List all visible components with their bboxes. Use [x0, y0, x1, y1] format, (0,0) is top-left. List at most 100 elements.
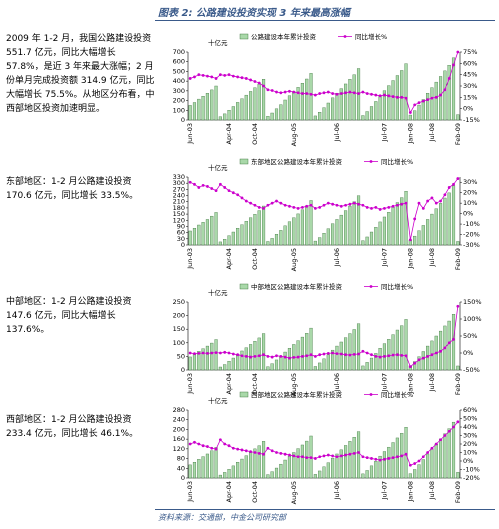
- x-tick-label: Jan-08: [406, 481, 414, 503]
- growth-point: [223, 186, 227, 189]
- bar: [430, 87, 434, 121]
- growth-point: [309, 203, 313, 207]
- bar: [456, 241, 460, 246]
- y2-tick-label: 10%: [463, 199, 477, 207]
- growth-point: [395, 95, 399, 99]
- bar: [339, 341, 343, 371]
- growth-point: [279, 355, 283, 358]
- growth-point: [447, 429, 451, 433]
- legend-label: 中部地区公路建设本年累计投资: [251, 282, 343, 291]
- chart: 十亿元 0 50 100 150 200 250 -50% 0% 50% 100% 150% Jun-0…: [173, 282, 482, 396]
- bar: [369, 231, 374, 246]
- growth-point: [249, 450, 253, 454]
- growth-point: [439, 199, 442, 203]
- growth-point: [413, 361, 417, 365]
- y-tick-label: 280: [173, 406, 185, 414]
- growth-point: [387, 457, 391, 460]
- bar: [253, 214, 257, 246]
- growth-point: [292, 454, 296, 458]
- growth-point: [434, 351, 438, 355]
- growth-point: [383, 355, 386, 358]
- growth-point: [218, 182, 222, 186]
- growth-point: [413, 217, 417, 221]
- bar: [421, 351, 425, 371]
- growth-point: [447, 77, 451, 80]
- bar: [218, 116, 222, 121]
- growth-point: [296, 206, 300, 210]
- bar: [417, 356, 421, 371]
- bar: [261, 205, 266, 246]
- y-tick-label: 0: [181, 474, 185, 482]
- growth-point: [249, 355, 253, 359]
- bar: [331, 457, 335, 479]
- bar: [421, 225, 425, 246]
- growth-point: [434, 95, 438, 99]
- growth-point: [430, 446, 434, 450]
- growth-point: [197, 442, 201, 446]
- growth-point: [326, 90, 330, 94]
- growth-point: [309, 353, 313, 357]
- bar: [274, 234, 279, 246]
- growth-point: [456, 304, 460, 308]
- growth-point: [374, 93, 378, 97]
- growth-point: [391, 95, 395, 98]
- bar: [296, 87, 300, 121]
- growth-point: [430, 196, 434, 200]
- growth-point: [439, 93, 442, 97]
- bar: [426, 219, 430, 246]
- growth-point: [313, 206, 317, 210]
- growth-point: [214, 77, 218, 80]
- growth-point: [279, 451, 283, 455]
- bar: [378, 348, 382, 371]
- bar: [197, 224, 201, 246]
- growth-point: [352, 201, 356, 205]
- growth-point: [275, 354, 278, 358]
- growth-point: [288, 204, 291, 208]
- y2-tick-label: 20%: [463, 189, 477, 197]
- bar: [374, 461, 378, 479]
- bar: [439, 203, 443, 246]
- bar: [192, 354, 197, 371]
- growth-point: [253, 80, 257, 83]
- legend-label: 同比增长%: [381, 157, 413, 166]
- growth-point: [417, 459, 421, 463]
- growth-point: [374, 355, 378, 358]
- bar: [352, 437, 356, 479]
- bar: [434, 443, 438, 479]
- title-rule: [155, 20, 495, 21]
- bar: [318, 362, 322, 371]
- growth-point: [257, 205, 261, 209]
- growth-point: [206, 74, 209, 78]
- growth-point: [339, 204, 343, 208]
- bar: [413, 235, 417, 246]
- x-tick-label: Jul-06: [333, 248, 341, 267]
- bar: [240, 98, 244, 121]
- note: 中部地区：1-2 月公路建设投资 147.6 亿元，同比大幅增长 137.6%。: [6, 297, 132, 335]
- growth-point: [218, 73, 222, 77]
- bar: [378, 95, 382, 121]
- bar: [305, 78, 309, 121]
- growth-point: [456, 420, 460, 424]
- growth-point: [275, 199, 278, 203]
- growth-point: [391, 353, 395, 357]
- growth-point: [197, 73, 201, 77]
- bar: [391, 207, 395, 246]
- y-tick-label: 250: [173, 298, 185, 306]
- bar: [374, 227, 378, 246]
- bar: [387, 212, 391, 246]
- bar: [249, 452, 253, 479]
- growth-point: [439, 349, 442, 353]
- y2-tick-label: -10%: [463, 220, 480, 228]
- growth-point: [283, 452, 287, 456]
- x-tick-label: Jul-06: [333, 123, 341, 142]
- growth-point: [452, 338, 455, 341]
- bar: [344, 445, 348, 479]
- x-tick-label: Jul-08: [428, 481, 436, 500]
- bar: [382, 216, 387, 246]
- bar: [322, 233, 326, 246]
- bar: [188, 356, 192, 371]
- growth-point: [408, 238, 412, 242]
- growth-point: [365, 456, 369, 459]
- y-tick-label: 210: [173, 198, 185, 206]
- growth-point: [348, 90, 352, 94]
